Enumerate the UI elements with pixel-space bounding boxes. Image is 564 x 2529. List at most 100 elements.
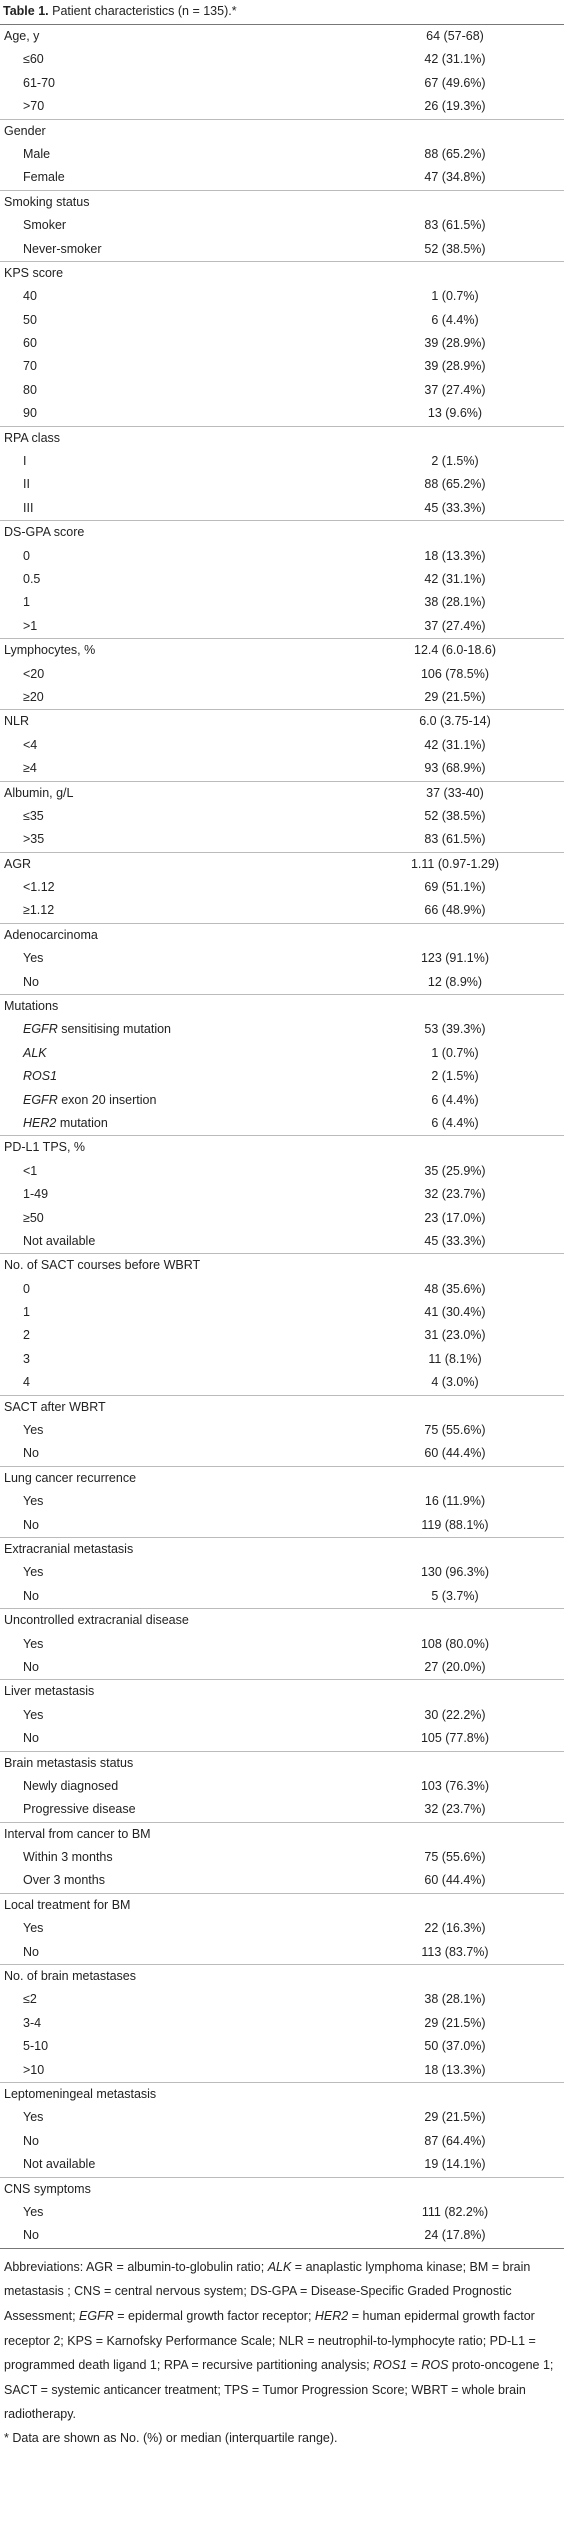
row-label: 0.5 bbox=[23, 568, 40, 591]
table-row: HER2 mutation 6 (4.4%) bbox=[0, 1112, 564, 1135]
table-row: ≤60 42 (31.1%) bbox=[0, 48, 564, 71]
row-label-text: 1 bbox=[23, 1305, 30, 1320]
row-value: 27 (20.0%) bbox=[424, 1659, 486, 1674]
row-label: 90 bbox=[23, 402, 37, 425]
table-row: 4 4 (3.0%) bbox=[0, 1371, 564, 1394]
row-label: <1.12 bbox=[23, 876, 55, 899]
group-label: Interval from cancer to BM bbox=[4, 1826, 151, 1841]
table-row: Yes 30 (22.2%) bbox=[0, 1704, 564, 1727]
abbreviation-text: = anaplastic lymphoma kinase; BM = brain… bbox=[4, 2259, 531, 2323]
row-group: Gender Male 88 (65.2%) Female 47 (34.8%) bbox=[0, 120, 564, 191]
row-label: Within 3 months bbox=[23, 1846, 113, 1869]
row-value: 60 (44.4%) bbox=[424, 1873, 486, 1888]
table-row: 0 18 (13.3%) bbox=[0, 545, 564, 568]
group-header-row: Age, y 64 (57-68) bbox=[0, 25, 564, 48]
row-group: DS-GPA score 0 18 (13.3%) 0.5 42 (31.1%) 1 38 … bbox=[0, 521, 564, 640]
table-row: 2 31 (23.0%) bbox=[0, 1324, 564, 1347]
group-header-row: Brain metastasis status bbox=[0, 1752, 564, 1775]
row-label-text: 0.5 bbox=[23, 571, 41, 586]
row-group: No. of SACT courses before WBRT 0 48 (35.6… bbox=[0, 1254, 564, 1396]
table-row: 50 6 (4.4%) bbox=[0, 309, 564, 332]
row-label: 0 bbox=[23, 1278, 30, 1301]
row-label: ALK bbox=[23, 1042, 47, 1065]
table-row: <4 42 (31.1%) bbox=[0, 734, 564, 757]
group-header-row: DS-GPA score bbox=[0, 521, 564, 544]
table-row: 60 39 (28.9%) bbox=[0, 332, 564, 355]
table-row: No 113 (83.7%) bbox=[0, 1941, 564, 1964]
row-label-text: sensitising mutation bbox=[61, 1022, 171, 1037]
group-label: NLR bbox=[4, 714, 30, 729]
group-label: Local treatment for BM bbox=[4, 1897, 131, 1912]
row-value: 111 (82.2%) bbox=[421, 2204, 489, 2219]
row-value: 23 (17.0%) bbox=[424, 1210, 486, 1225]
row-label: ≥20 bbox=[23, 686, 44, 709]
row-label: 1-49 bbox=[23, 1183, 48, 1206]
row-label-italic: ALK bbox=[23, 1045, 47, 1060]
abbreviations: Abbreviations: AGR = albumin-to-globulin… bbox=[4, 2255, 558, 2427]
row-label: 1 bbox=[23, 1301, 30, 1324]
group-header-row: Uncontrolled extracranial disease bbox=[0, 1609, 564, 1632]
row-value: 67 (49.6%) bbox=[424, 75, 486, 90]
row-label-text: ≥4 bbox=[23, 761, 37, 776]
abbreviation-text: proto-oncogene 1; SACT = systemic antica… bbox=[4, 2358, 554, 2422]
row-value: 53 (39.3%) bbox=[424, 1022, 486, 1037]
row-label-text: ≥50 bbox=[23, 1210, 44, 1225]
row-label-text: Yes bbox=[23, 2204, 44, 2219]
group-label: Extracranial metastasis bbox=[4, 1542, 134, 1556]
table-row: Within 3 months 75 (55.6%) bbox=[0, 1846, 564, 1869]
row-label-text: Yes bbox=[23, 1565, 44, 1580]
table-row: No 24 (17.8%) bbox=[0, 2224, 564, 2247]
row-value: 130 (96.3%) bbox=[420, 1565, 490, 1580]
group-header-row: Smoking status bbox=[0, 191, 564, 214]
abbreviation-text: = epidermal growth factor receptor; bbox=[113, 2308, 315, 2323]
row-value: 1 (0.7%) bbox=[431, 289, 479, 304]
group-header-row: No. of brain metastases bbox=[0, 1965, 564, 1988]
table-row: III 45 (33.3%) bbox=[0, 497, 564, 520]
row-label-text: 1 bbox=[23, 595, 30, 610]
row-label-text: 4 bbox=[23, 1375, 30, 1390]
row-group: CNS symptoms Yes 111 (82.2%) No 24 (17.8%) bbox=[0, 2178, 564, 2248]
row-label: Not available bbox=[23, 2153, 95, 2176]
row-label: HER2 mutation bbox=[23, 1112, 108, 1135]
row-label: Not available bbox=[23, 1230, 95, 1253]
row-label-text: ≤60 bbox=[23, 52, 44, 67]
table-row: No 12 (8.9%) bbox=[0, 971, 564, 994]
group-header-row: Gender bbox=[0, 120, 564, 143]
group-label: AGR bbox=[4, 856, 32, 871]
group-label: Uncontrolled extracranial disease bbox=[4, 1613, 189, 1628]
table-row: No 105 (77.8%) bbox=[0, 1727, 564, 1750]
row-value: 2 (1.5%) bbox=[431, 454, 479, 469]
row-value: 37 (27.4%) bbox=[424, 618, 486, 633]
row-value: 52 (38.5%) bbox=[424, 808, 486, 823]
row-value: 18 (13.3%) bbox=[424, 2062, 486, 2077]
table-row: 3 11 (8.1%) bbox=[0, 1348, 564, 1371]
group-label: Adenocarcinoma bbox=[4, 927, 98, 942]
table-row: EGFR sensitising mutation 53 (39.3%) bbox=[0, 1018, 564, 1041]
table-row: Yes 75 (55.6%) bbox=[0, 1419, 564, 1442]
table-row: Female 47 (34.8%) bbox=[0, 166, 564, 189]
row-label-text: No bbox=[23, 1588, 39, 1603]
row-value: 45 (33.3%) bbox=[424, 1233, 486, 1248]
row-label-text: >35 bbox=[23, 832, 45, 847]
abbreviation-text: EGFR bbox=[79, 2308, 114, 2323]
row-label-italic: HER2 bbox=[23, 1115, 57, 1130]
row-label-text: ≤2 bbox=[23, 1992, 37, 2007]
abbreviation-text: ALK bbox=[267, 2259, 292, 2274]
row-label: Yes bbox=[23, 1704, 43, 1727]
table-row: Yes 123 (91.1%) bbox=[0, 947, 564, 970]
row-group: RPA class I 2 (1.5%) II 88 (65.2%) III 45 (33.… bbox=[0, 427, 564, 522]
row-label-text: 61-70 bbox=[23, 75, 55, 90]
row-value: 6 (4.4%) bbox=[431, 312, 479, 327]
row-group: Interval from cancer to BM Within 3 month… bbox=[0, 1823, 564, 1894]
table-row: No 5 (3.7%) bbox=[0, 1585, 564, 1608]
abbreviation-text: ROS bbox=[421, 2358, 449, 2373]
abbreviation-text: ROS1 bbox=[373, 2358, 408, 2373]
row-label-text: No bbox=[23, 1446, 39, 1461]
row-label: Over 3 months bbox=[23, 1869, 105, 1892]
row-value: 66 (48.9%) bbox=[424, 903, 486, 918]
row-label-text: <20 bbox=[23, 666, 45, 681]
table-row: Yes 29 (21.5%) bbox=[0, 2106, 564, 2129]
title-text: Patient characteristics (n = 135).* bbox=[52, 4, 237, 18]
row-value: 19 (14.1%) bbox=[424, 2157, 486, 2172]
row-label-text: III bbox=[23, 500, 34, 515]
